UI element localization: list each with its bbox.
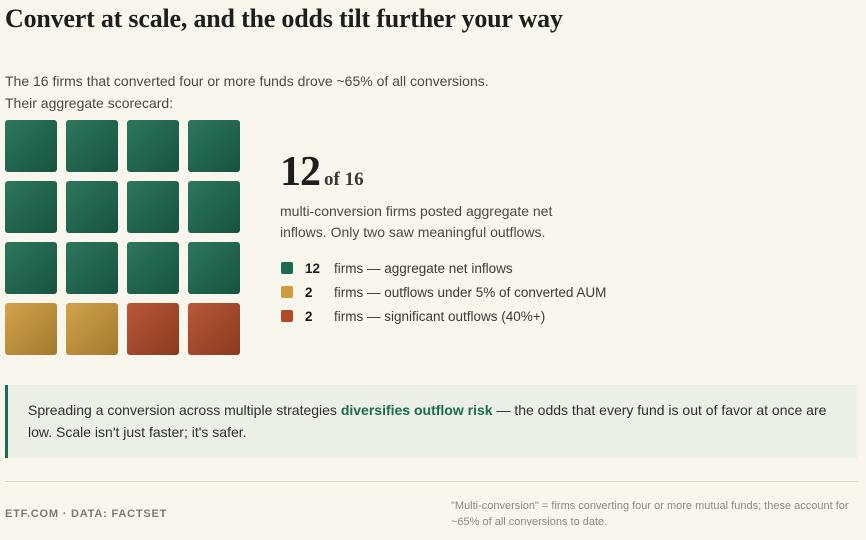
waffle-square <box>127 120 179 172</box>
waffle-square <box>188 120 240 172</box>
waffle-square <box>188 242 240 294</box>
callout-after: — the odds that every fund is out of fav… <box>28 402 827 440</box>
subtitle: The 16 firms that converted four or more… <box>5 70 489 114</box>
title: Convert at scale, and the odds tilt furt… <box>5 4 563 33</box>
waffle-square <box>5 120 57 172</box>
waffle-square <box>66 181 118 233</box>
legend-label: firms — aggregate net inflows <box>334 260 513 276</box>
legend-label: firms — outflows under 5% of converted A… <box>334 284 607 300</box>
divider <box>5 481 858 482</box>
legend-swatch <box>281 286 293 298</box>
footnote: "Multi-conversion" = firms converting fo… <box>451 500 849 528</box>
source: ETF.COM · DATA: FACTSET <box>5 508 168 520</box>
headline-description: multi-conversion firms posted aggregate … <box>280 203 553 240</box>
legend-item: 12 firms — aggregate net inflows <box>281 259 513 277</box>
subtitle-line: Their aggregate scorecard: <box>5 95 174 111</box>
legend-swatch <box>281 262 293 274</box>
waffle-square <box>5 242 57 294</box>
legend-item: 2 firms — outflows under 5% of converted … <box>281 283 606 301</box>
headline-suffix: of 16 <box>324 169 364 190</box>
legend-swatch <box>281 310 293 322</box>
headline-value: 12 <box>280 149 321 195</box>
waffle-square <box>5 181 57 233</box>
legend-count: 2 <box>305 308 313 324</box>
waffle-square <box>5 303 57 355</box>
waffle-square <box>66 303 118 355</box>
waffle-square <box>66 120 118 172</box>
waffle-square <box>66 242 118 294</box>
waffle-square <box>127 242 179 294</box>
waffle-square <box>127 303 179 355</box>
waffle-square <box>127 181 179 233</box>
callout-text: Spreading a conversion across multiple s… <box>28 400 848 443</box>
callout-before: Spreading a conversion across multiple s… <box>28 402 341 418</box>
legend-item: 2 firms — significant outflows (40%+) <box>281 307 545 325</box>
callout: Spreading a conversion across multiple s… <box>5 385 857 458</box>
callout-emphasis: diversifies outflow risk <box>340 402 493 418</box>
legend-count: 2 <box>305 284 313 300</box>
subtitle-line: The 16 firms that converted four or more… <box>5 73 489 89</box>
legend-label: firms — significant outflows (40%+) <box>334 308 546 324</box>
waffle-square <box>188 181 240 233</box>
waffle-square <box>188 303 240 355</box>
headline: 12 of 16 <box>280 148 364 196</box>
legend-count: 12 <box>305 260 321 276</box>
